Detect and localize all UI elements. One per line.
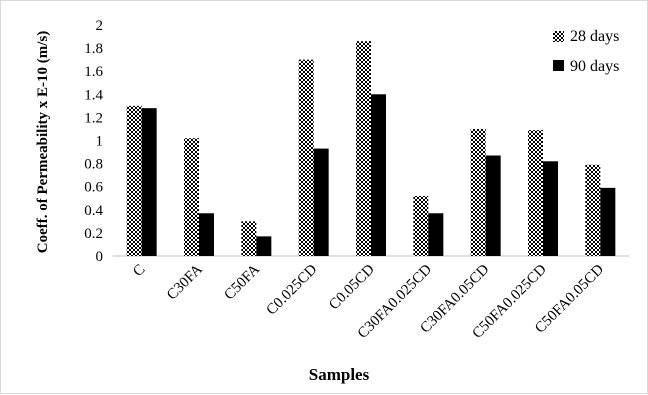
bar-28-days-C30FA <box>184 138 199 256</box>
y-tick-label: 0.8 <box>84 157 103 173</box>
y-tick-label: 2 <box>96 18 104 34</box>
legend-label-28-days: 28 days <box>570 28 619 45</box>
x-category-label: C0.05CD <box>326 261 378 313</box>
y-tick-label: 1.8 <box>84 41 103 57</box>
bar-28-days-C0.025CD <box>298 59 314 257</box>
y-tick-label: 0.4 <box>84 203 103 219</box>
legend-label-90-days: 90 days <box>570 58 619 75</box>
bar-90-days-C <box>141 108 157 256</box>
y-tick-label: 1.6 <box>84 64 103 80</box>
legend-swatch-90-days <box>553 60 564 71</box>
bar-90-days-C30FA0.025CD <box>428 213 444 256</box>
bar-90-days-C50FA <box>256 236 272 256</box>
bar-28-days-C50FA0.025CD <box>528 130 543 256</box>
x-category-label: C30FA <box>164 261 206 303</box>
x-axis-title: Samples <box>309 365 370 384</box>
y-tick-label: 0.6 <box>84 180 103 196</box>
bar-90-days-C50FA0.05CD <box>600 187 616 256</box>
x-category-label: C50FA <box>221 261 263 303</box>
y-tick-label: 1.2 <box>84 110 103 126</box>
bar-28-days-C50FA <box>241 221 257 256</box>
bars-group <box>126 41 616 257</box>
bar-28-days-C0.05CD <box>356 41 371 256</box>
bar-90-days-C30FA <box>199 213 214 256</box>
bar-28-days-C30FA0.05CD <box>470 128 486 256</box>
y-tick-label: 0.2 <box>84 226 103 242</box>
x-category-label: C <box>130 262 148 280</box>
y-tick-label: 0 <box>96 249 104 265</box>
bar-28-days-C <box>126 105 142 256</box>
bar-90-days-C0.05CD <box>371 94 386 256</box>
x-axis-category-labels: C C30FA C50FA C0.025CD C0.05CDC30FA0.025CDC3… <box>130 261 607 341</box>
y-tick-label: 1.4 <box>84 87 103 103</box>
legend: 28 days 90 days <box>553 28 619 75</box>
bar-28-days-C30FA0.025CD <box>413 195 429 256</box>
bar-90-days-C50FA0.025CD <box>543 161 558 256</box>
legend-swatch-28-days <box>553 31 564 42</box>
bar-28-days-C50FA0.05CD <box>585 164 601 256</box>
bar-90-days-C0.025CD <box>313 148 329 256</box>
y-tick-label: 1 <box>96 134 104 150</box>
x-category-label: C0.025CD <box>264 261 321 318</box>
bar-90-days-C30FA0.05CD <box>485 155 501 256</box>
y-axis-tick-labels: 0 0.2 0.4 0.6 0.8 1 1.2 1.4 1.6 1.8 2 <box>84 18 103 265</box>
y-axis-title: Coeff. of Permeability x E-10 (m/s) <box>35 31 51 253</box>
